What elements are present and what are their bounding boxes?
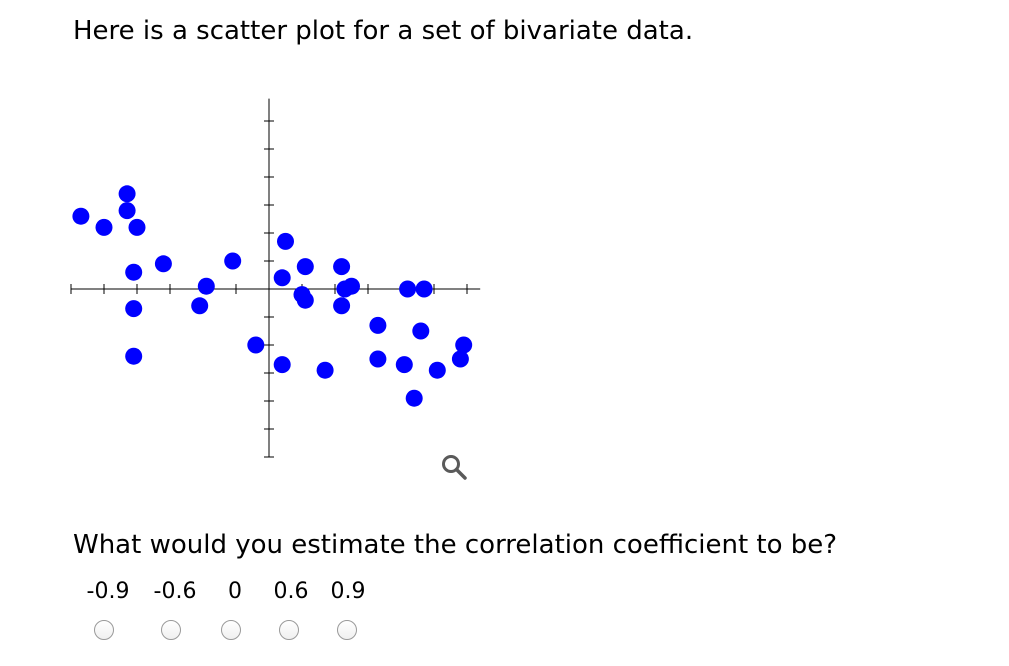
intro-text: Here is a scatter plot for a set of biva… bbox=[73, 16, 694, 46]
scatter-point bbox=[247, 336, 265, 354]
scatter-point bbox=[399, 280, 417, 298]
radio-choice[interactable] bbox=[279, 620, 299, 640]
radio-choice[interactable] bbox=[94, 620, 114, 640]
scatter-point bbox=[316, 361, 334, 379]
scatter-point bbox=[197, 277, 215, 295]
scatter-point bbox=[333, 297, 351, 315]
scatter-point bbox=[343, 277, 360, 295]
scatter-point bbox=[72, 207, 90, 225]
scatter-point bbox=[405, 389, 423, 407]
scatter-point bbox=[428, 361, 446, 379]
scatter-point bbox=[296, 258, 314, 276]
scatter-point bbox=[415, 280, 433, 298]
radio-choice[interactable] bbox=[161, 620, 181, 640]
scatter-point bbox=[273, 356, 291, 374]
scatter-point bbox=[118, 185, 136, 203]
choice-label: 0.9 bbox=[330, 579, 366, 604]
data-points bbox=[72, 185, 473, 407]
question-text: What would you estimate the correlation … bbox=[73, 530, 838, 560]
scatter-point bbox=[128, 218, 146, 236]
scatter-point bbox=[455, 336, 473, 354]
scatter-point bbox=[154, 255, 172, 273]
choice-labels: -0.9 -0.6 0 0.6 0.9 bbox=[0, 577, 1009, 607]
scatter-point bbox=[277, 232, 294, 250]
choice-radios bbox=[0, 620, 1009, 646]
scatter-point bbox=[412, 322, 430, 340]
radio-choice[interactable] bbox=[221, 620, 241, 640]
scatter-point bbox=[125, 263, 143, 281]
scatter-point bbox=[273, 269, 291, 287]
choice-label: -0.9 bbox=[86, 579, 130, 604]
scatter-point bbox=[125, 347, 143, 365]
scatter-point bbox=[333, 258, 351, 276]
scatter-point bbox=[395, 356, 413, 374]
scatter-point bbox=[451, 350, 469, 368]
scatter-point bbox=[369, 316, 387, 334]
scatter-point bbox=[118, 202, 136, 220]
scatter-point bbox=[224, 252, 242, 270]
choice-label: 0 bbox=[228, 579, 242, 604]
scatter-point bbox=[369, 350, 387, 368]
radio-choice[interactable] bbox=[337, 620, 357, 640]
scatter-point bbox=[191, 297, 209, 315]
scatter-point bbox=[125, 300, 143, 318]
choice-label: -0.6 bbox=[153, 579, 197, 604]
choice-label: 0.6 bbox=[273, 579, 309, 604]
scatter-point bbox=[95, 218, 113, 236]
scatter-point bbox=[296, 291, 314, 309]
magnifier-icon[interactable] bbox=[440, 452, 470, 482]
scatter-plot bbox=[70, 98, 481, 458]
